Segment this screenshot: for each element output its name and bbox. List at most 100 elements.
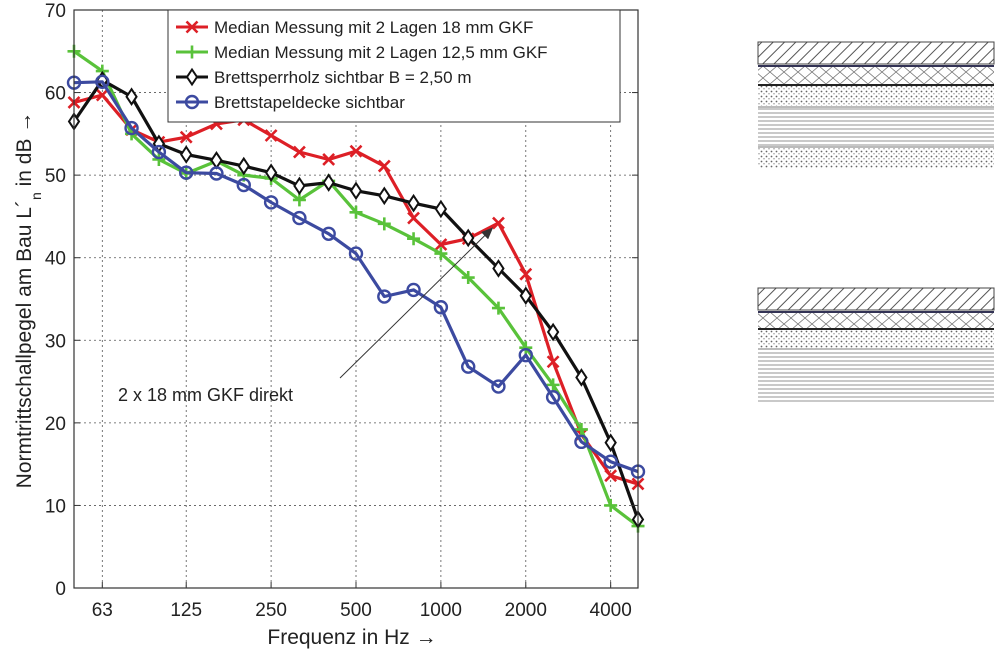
- legend-marker: [185, 45, 199, 59]
- data-point: [209, 166, 224, 181]
- x-tick-label: 2000: [505, 600, 547, 621]
- x-tick-label: 125: [170, 600, 202, 621]
- data-point: [546, 378, 560, 392]
- data-point: [518, 347, 533, 363]
- data-point: [95, 88, 109, 102]
- y-tick-label: 20: [45, 414, 66, 435]
- legend-item: Brettstapeldecke sichtbar: [176, 93, 405, 112]
- tick-labels: 0 10 20 30 40 50 60 70 63 125 250 500 1000 2000 4000: [45, 1, 638, 621]
- data-point: [264, 129, 278, 142]
- data-point: [322, 153, 336, 166]
- legend: Median Messung mit 2 Lagen 18 mm GKF Medi…: [167, 9, 621, 123]
- data-point: [434, 238, 448, 251]
- data-point: [574, 434, 589, 450]
- data-point: [377, 289, 392, 304]
- data-point: [461, 271, 475, 285]
- data-point: [604, 498, 618, 512]
- annotation: 2 x 18 mm GKF direkt: [118, 227, 494, 405]
- x-tick-label: 500: [340, 600, 372, 621]
- data-point: [210, 150, 223, 170]
- legend-label: Brettsperrholz sichtbar B = 2,50 m: [214, 68, 471, 87]
- data-point: [237, 156, 250, 176]
- y-axis-title-sub: n: [28, 192, 44, 200]
- data-point: [264, 163, 278, 182]
- data-point: [348, 246, 364, 261]
- legend-marker: [185, 20, 199, 34]
- data-point: [546, 355, 560, 369]
- y-tick-label: 0: [55, 579, 66, 600]
- data-point: [180, 145, 193, 164]
- data-point: [407, 211, 420, 225]
- data-point: [574, 422, 588, 436]
- data-point: [349, 144, 363, 158]
- data-point: [603, 454, 618, 469]
- data-point: [434, 247, 448, 261]
- data-point: [492, 259, 505, 278]
- legend-marker: [185, 67, 199, 87]
- data-point: [546, 322, 560, 342]
- x-tick-label: 250: [255, 600, 287, 621]
- floor-cross-section-bottom: [757, 287, 995, 404]
- annotation-arrow: [339, 227, 494, 379]
- data-point: [434, 199, 448, 219]
- data-point: [378, 186, 391, 206]
- y-tick-label: 70: [45, 1, 66, 22]
- series-3: [67, 70, 645, 529]
- data-point: [519, 286, 532, 305]
- series-line: [73, 80, 639, 474]
- y-tick-label: 10: [45, 496, 66, 517]
- data-point: [349, 181, 363, 201]
- data-point: [491, 301, 505, 315]
- data-point: [462, 228, 475, 248]
- y-axis-title-main: Normtrittschallpegel am Bau L´: [13, 200, 36, 488]
- data-point: [492, 216, 505, 230]
- legend-label: Brettstapeldecke sichtbar: [214, 93, 405, 112]
- y-axis-title-suffix: in dB →: [13, 112, 36, 193]
- y-tick-label: 50: [45, 166, 66, 187]
- data-point: [236, 177, 251, 193]
- legend-item: Brettsperrholz sichtbar B = 2,50 m: [176, 67, 471, 87]
- series-line: [73, 49, 639, 528]
- annotation-label: 2 x 18 mm GKF direkt: [118, 385, 293, 405]
- data-point: [406, 282, 421, 298]
- data-point: [604, 433, 617, 452]
- data-point: [491, 379, 506, 394]
- legend-item: Median Messung mit 2 Lagen 12,5 mm GKF: [176, 43, 548, 62]
- legend-box: [167, 9, 621, 123]
- x-axis-title: Frequenz in Hz →: [267, 626, 436, 649]
- data-point: [151, 144, 167, 160]
- x-tick-label: 63: [92, 600, 113, 621]
- data-point: [575, 368, 588, 387]
- data-point: [377, 217, 391, 231]
- data-point: [152, 152, 166, 166]
- data-point: [292, 193, 306, 207]
- legend-item: Median Messung mit 2 Lagen 18 mm GKF: [176, 18, 533, 37]
- legend-label: Median Messung mit 2 Lagen 12,5 mm GKF: [214, 43, 548, 62]
- data-point: [519, 267, 533, 281]
- floor-cross-section-top: [757, 41, 995, 168]
- data-point: [321, 226, 336, 241]
- data-point: [461, 359, 476, 374]
- data-point: [124, 120, 139, 136]
- data-point: [292, 210, 307, 226]
- data-point: [604, 469, 618, 483]
- data-point: [407, 193, 420, 213]
- legend-marker: [184, 94, 200, 110]
- data-point: [433, 300, 449, 315]
- data-point: [263, 195, 279, 210]
- data-point: [95, 74, 110, 90]
- data-point: [125, 87, 138, 107]
- data-point: [293, 176, 306, 196]
- y-tick-label: 60: [45, 84, 66, 105]
- data-point: [377, 159, 391, 173]
- y-tick-label: 30: [45, 331, 66, 352]
- x-tick-label: 4000: [590, 600, 632, 621]
- x-tick-label: 1000: [420, 600, 462, 621]
- y-tick-label: 40: [45, 249, 66, 270]
- legend-label: Median Messung mit 2 Lagen 18 mm GKF: [214, 18, 533, 37]
- y-axis-title: Normtrittschallpegel am Bau L´n in dB →: [13, 112, 44, 489]
- data-point: [179, 165, 194, 180]
- data-point: [519, 341, 533, 355]
